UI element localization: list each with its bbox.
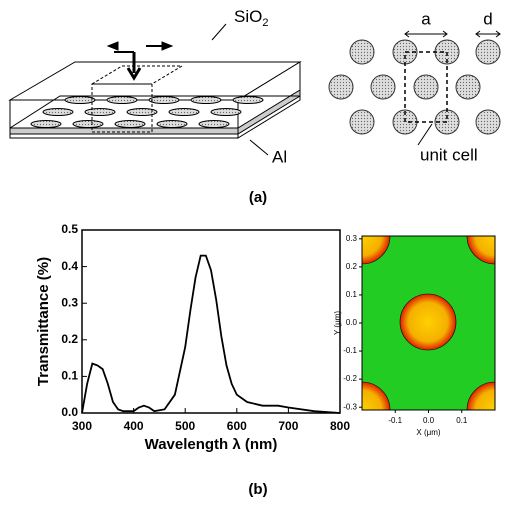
y-tick-label: 0.5 — [61, 222, 78, 236]
y-tick-label: 0.0 — [346, 318, 358, 327]
x-tick-label: 500 — [175, 419, 195, 433]
lattice — [329, 40, 500, 134]
al-label: Al — [272, 147, 287, 166]
y-axis-label: Transmittance (%) — [35, 257, 52, 386]
x-tick-label: 600 — [227, 419, 247, 433]
y-tick-label: 0.3 — [61, 295, 78, 309]
pitch-label: a — [421, 9, 431, 28]
y-tick-label: 0.2 — [61, 332, 78, 346]
x-tick-label: 300 — [72, 419, 92, 433]
sio2-label: SiO2 — [234, 7, 268, 28]
y-tick-label: 0.3 — [346, 234, 358, 243]
structure-3d — [10, 24, 300, 155]
panel-label: (b) — [248, 481, 267, 498]
x-axis-label: Wavelength λ (nm) — [145, 436, 278, 453]
y-axis-label: Y (μm) — [333, 311, 342, 335]
plot-frame — [82, 230, 340, 413]
figure: SiO2 Al a d unit cell (a) (b) 300 400 500 6… — [0, 0, 519, 504]
x-tick-label: 0.0 — [423, 416, 435, 425]
y-tick-label: 0.2 — [346, 262, 358, 271]
diameter-label: d — [483, 9, 492, 28]
x-tick-label: 700 — [278, 419, 298, 433]
line — [82, 256, 340, 413]
y-tick-label: -0.2 — [343, 374, 357, 383]
x-axis-label: X (μm) — [416, 428, 440, 437]
y-tick-label: 0.1 — [61, 369, 78, 383]
y-tick-label: -0.1 — [343, 346, 357, 355]
panel-label: (a) — [249, 189, 267, 206]
y-tick-label: -0.3 — [343, 402, 357, 411]
y-tick-label: 0.4 — [61, 259, 78, 273]
x-tick-label: -0.1 — [388, 416, 402, 425]
x-tick-label: 400 — [124, 419, 144, 433]
unit-cell-label: unit cell — [420, 145, 478, 164]
x-tick-label: 0.1 — [456, 416, 468, 425]
y-tick-label: 0.1 — [346, 290, 358, 299]
x-tick-label: 800 — [330, 419, 350, 433]
y-tick-label: 0.0 — [61, 405, 78, 419]
